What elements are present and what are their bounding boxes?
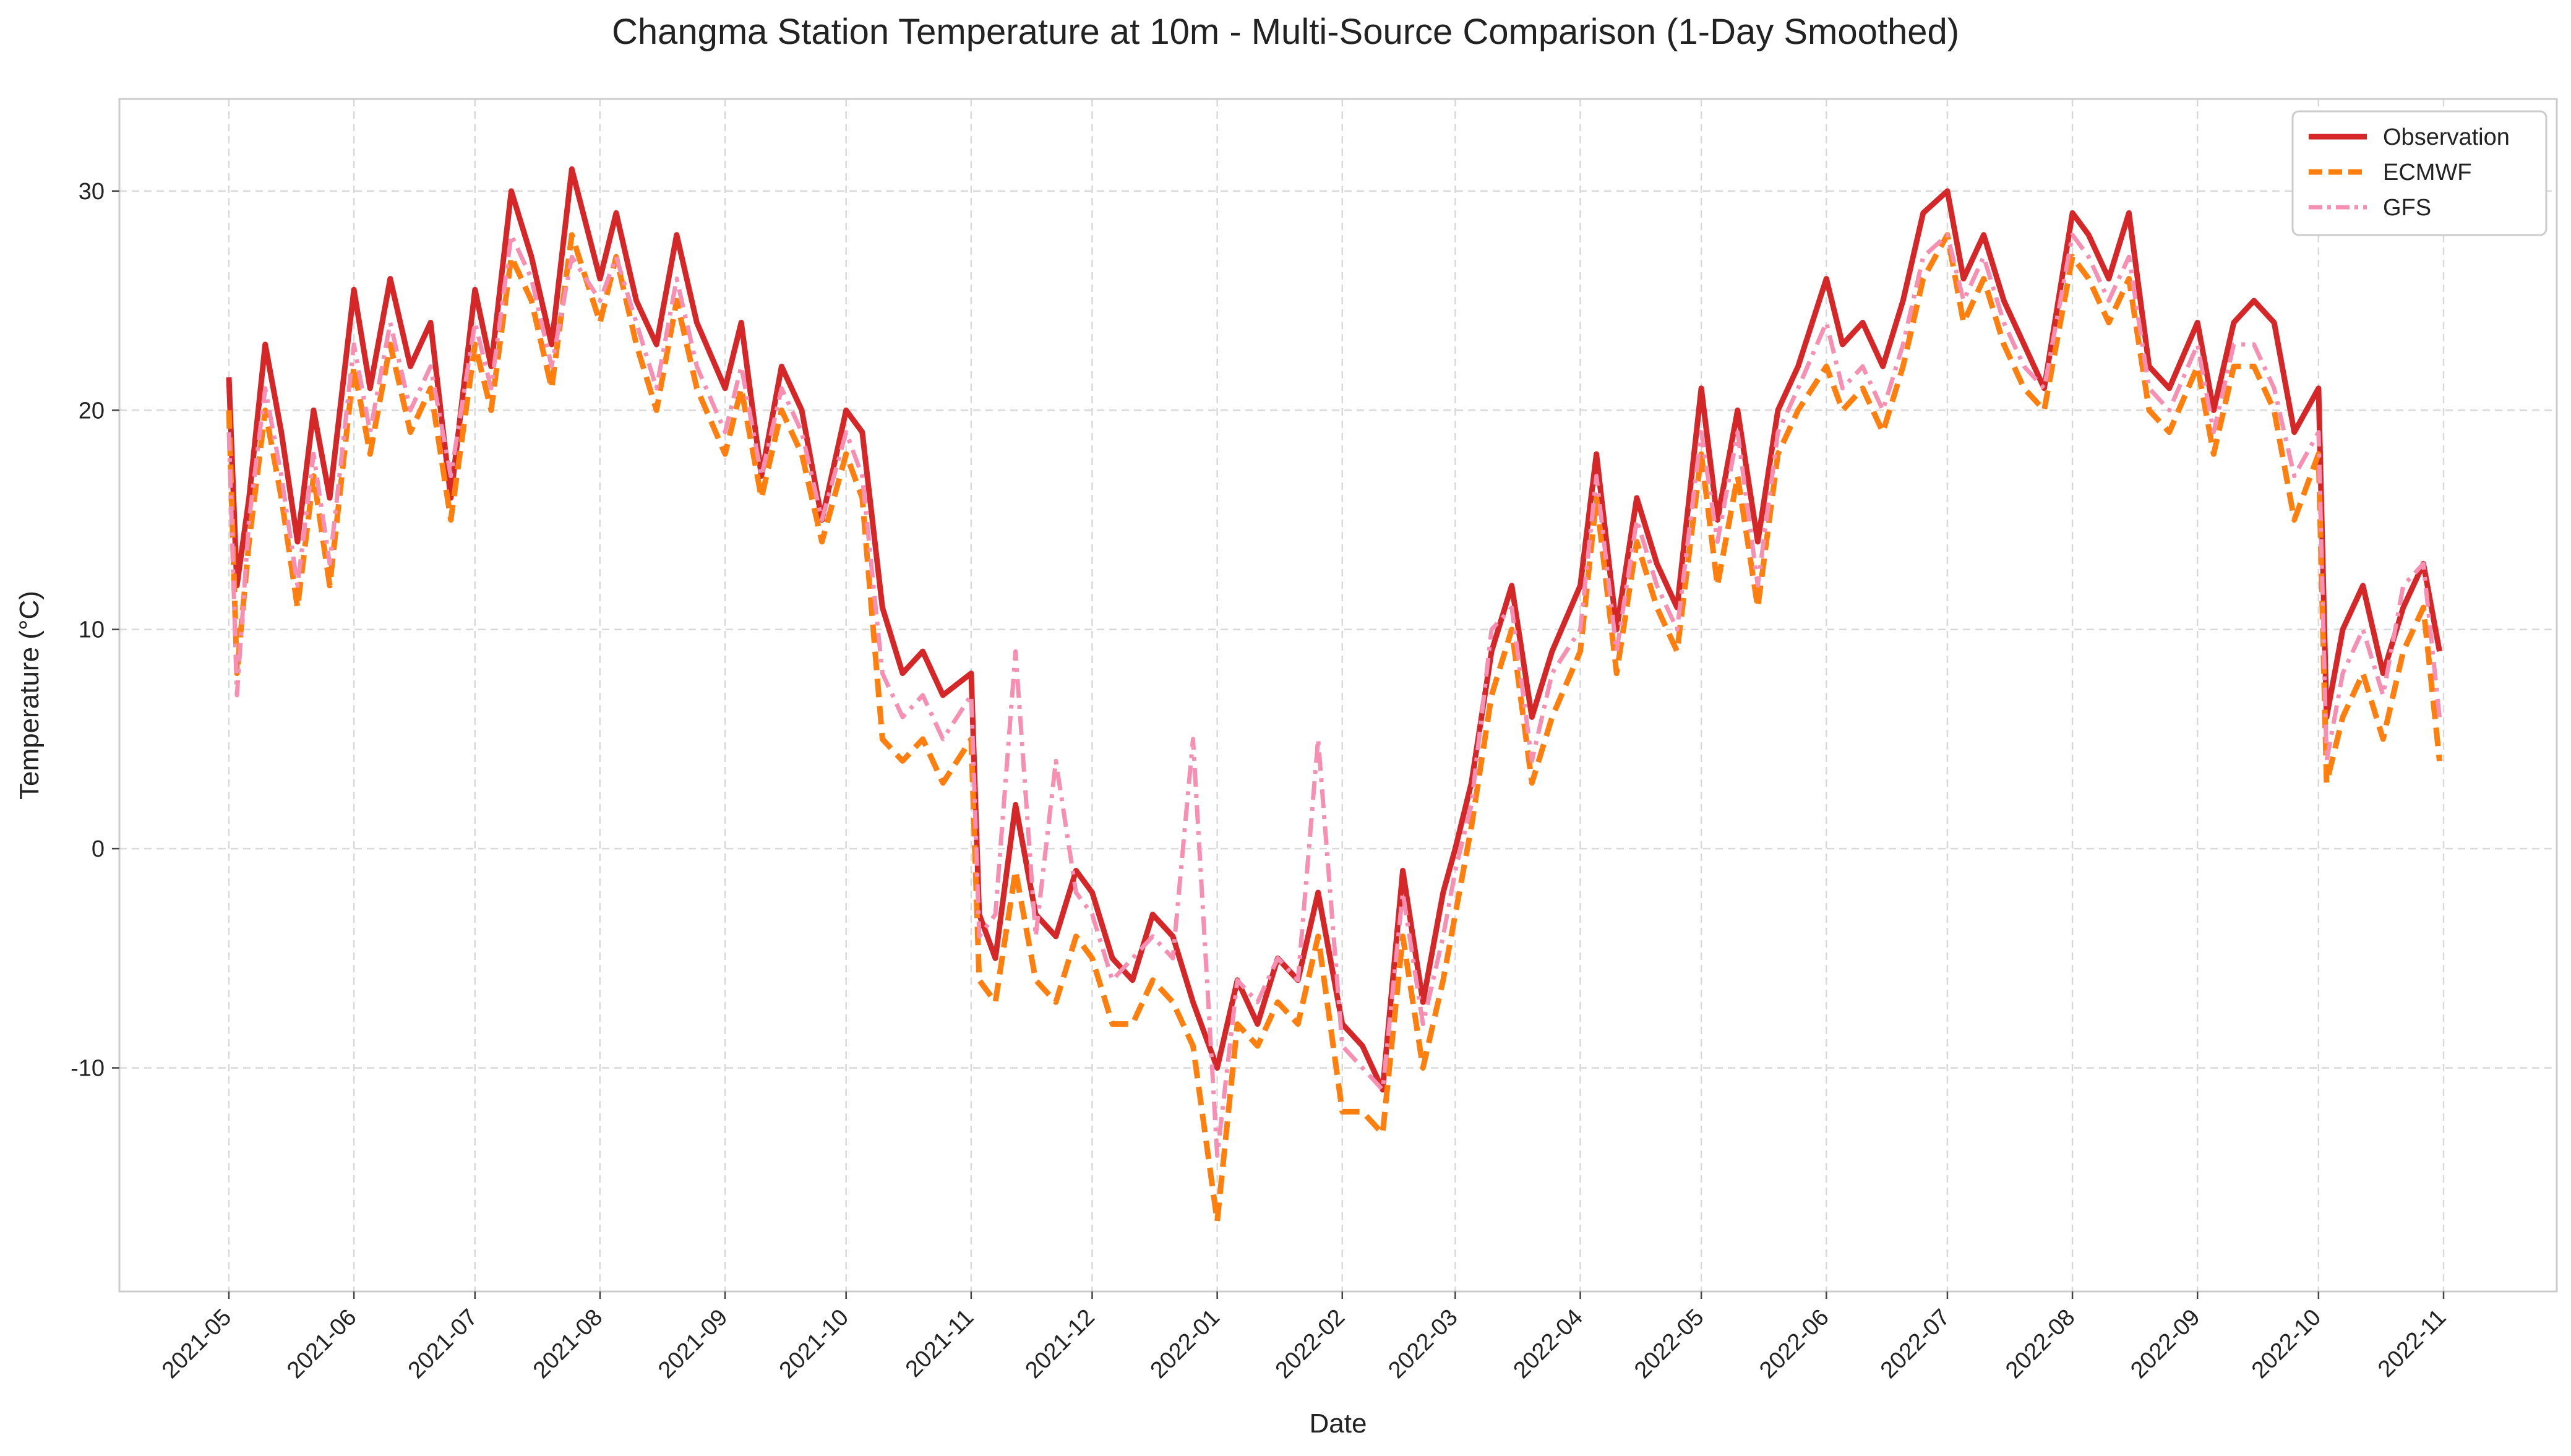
x-tick-label: 2022-03 [1383,1304,1462,1384]
y-tick-label: 30 [79,179,105,205]
x-tick-label: 2021-09 [653,1304,732,1384]
series-line-observation [226,166,2442,1093]
legend: Observation ECMWF GFS [2291,110,2547,236]
x-tick-label: 2022-07 [1876,1304,1955,1384]
x-tick-label: 2021-06 [282,1304,361,1384]
x-tick-label: 2022-02 [1271,1304,1350,1384]
x-tick-layer: 2021-05 2021-06 2021-07 2021-08 2021-09 2021-… [157,1291,2451,1384]
x-tick-label: 2021-05 [157,1304,236,1384]
x-tick-label: 2021-08 [528,1304,607,1384]
series-line-ecmwf [226,232,2442,1225]
legend-label-gfs: GFS [2383,195,2431,221]
x-tick-label: 2022-04 [1509,1304,1588,1384]
x-tick-label: 2022-11 [2373,1304,2451,1382]
legend-label-ecmwf: ECMWF [2383,160,2472,186]
grid-layer [119,99,2557,1291]
x-tick-label: 2021-07 [403,1304,483,1384]
series-layer [226,166,2442,1225]
chart-title: Changma Station Temperature at 10m - Mul… [611,12,1960,52]
y-tick-label: -10 [71,1056,105,1082]
legend-box [2291,110,2547,236]
x-axis-label: Date [1310,1408,1367,1439]
x-tick-label: 2021-11 [901,1304,979,1382]
x-tick-label: 2021-12 [1021,1304,1100,1384]
y-tick-label: 20 [79,398,105,424]
x-tick-label: 2021-10 [775,1304,854,1384]
x-tick-label: 2022-06 [1754,1304,1834,1384]
y-tick-layer: 30 20 10 0 -10 [71,179,119,1082]
x-tick-label: 2022-10 [2247,1304,2326,1384]
y-tick-label: 10 [79,617,105,643]
y-tick-label: 0 [92,836,105,862]
legend-label-observation: Observation [2383,124,2510,150]
x-tick-label: 2022-01 [1146,1304,1225,1384]
x-tick-label: 2022-09 [2126,1304,2205,1384]
series-line-gfs [226,233,2442,1158]
x-tick-label: 2022-05 [1629,1304,1709,1384]
legend-items: Observation ECMWF GFS [2309,124,2510,221]
plot-frame [118,98,2558,1293]
y-axis-label: Temperature (°C) [14,591,45,800]
x-tick-label: 2022-08 [2001,1304,2080,1384]
